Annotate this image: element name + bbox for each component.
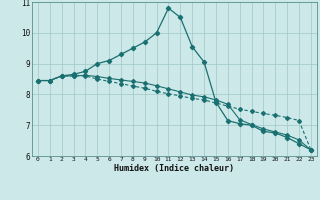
X-axis label: Humidex (Indice chaleur): Humidex (Indice chaleur) — [115, 164, 234, 173]
